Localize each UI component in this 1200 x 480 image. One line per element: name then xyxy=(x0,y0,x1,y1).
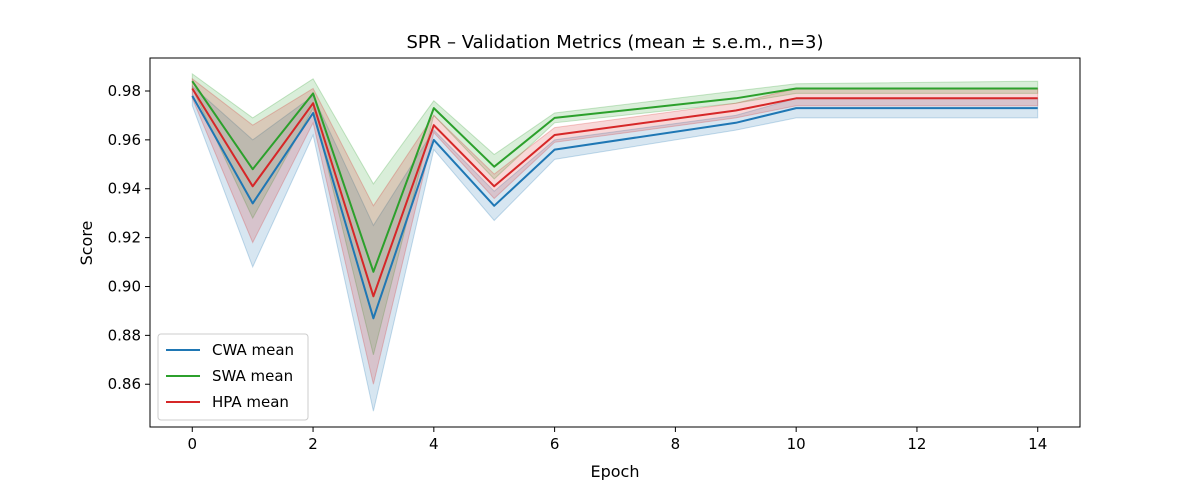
band-hpa-mean xyxy=(191,77,1039,385)
plot-frame xyxy=(149,57,1081,428)
x-tick-label: 10 xyxy=(787,435,806,453)
y-tick-label: 0.86 xyxy=(108,375,141,393)
legend: CWA mean SWA mean HPA mean xyxy=(157,333,309,421)
x-axis-label: Epoch xyxy=(591,462,640,480)
line-cwa-mean xyxy=(191,95,1038,320)
legend-label: SWA mean xyxy=(212,367,293,385)
x-tick-label: 0 xyxy=(187,435,197,453)
x-axis: 0 2 4 6 8 10 12 14 xyxy=(187,427,1047,453)
x-tick-label: 8 xyxy=(671,435,681,453)
y-tick-label: 0.96 xyxy=(108,131,141,149)
y-axis-label: Score xyxy=(77,221,96,266)
legend-label: CWA mean xyxy=(212,341,294,359)
y-tick-label: 0.94 xyxy=(108,180,141,198)
band-cwa-mean xyxy=(191,84,1039,412)
line-hpa-mean xyxy=(191,87,1038,298)
y-tick-label: 0.98 xyxy=(108,82,141,100)
x-tick-label: 2 xyxy=(308,435,318,453)
y-tick-label: 0.92 xyxy=(108,229,141,247)
x-tick-label: 4 xyxy=(429,435,439,453)
y-axis: 0.86 0.88 0.90 0.92 0.94 0.96 0.98 xyxy=(108,82,150,393)
x-tick-label: 14 xyxy=(1028,435,1047,453)
legend-label: HPA mean xyxy=(212,393,289,411)
series-lines xyxy=(191,80,1038,320)
y-tick-label: 0.90 xyxy=(108,277,141,295)
y-tick-label: 0.88 xyxy=(108,326,141,344)
x-tick-label: 12 xyxy=(907,435,926,453)
legend-box xyxy=(157,333,309,421)
x-tick-label: 6 xyxy=(550,435,560,453)
error-bands xyxy=(191,72,1039,412)
band-swa-mean xyxy=(191,72,1039,356)
line-swa-mean xyxy=(191,80,1038,273)
chart-title: SPR – Validation Metrics (mean ± s.e.m.,… xyxy=(406,32,823,53)
